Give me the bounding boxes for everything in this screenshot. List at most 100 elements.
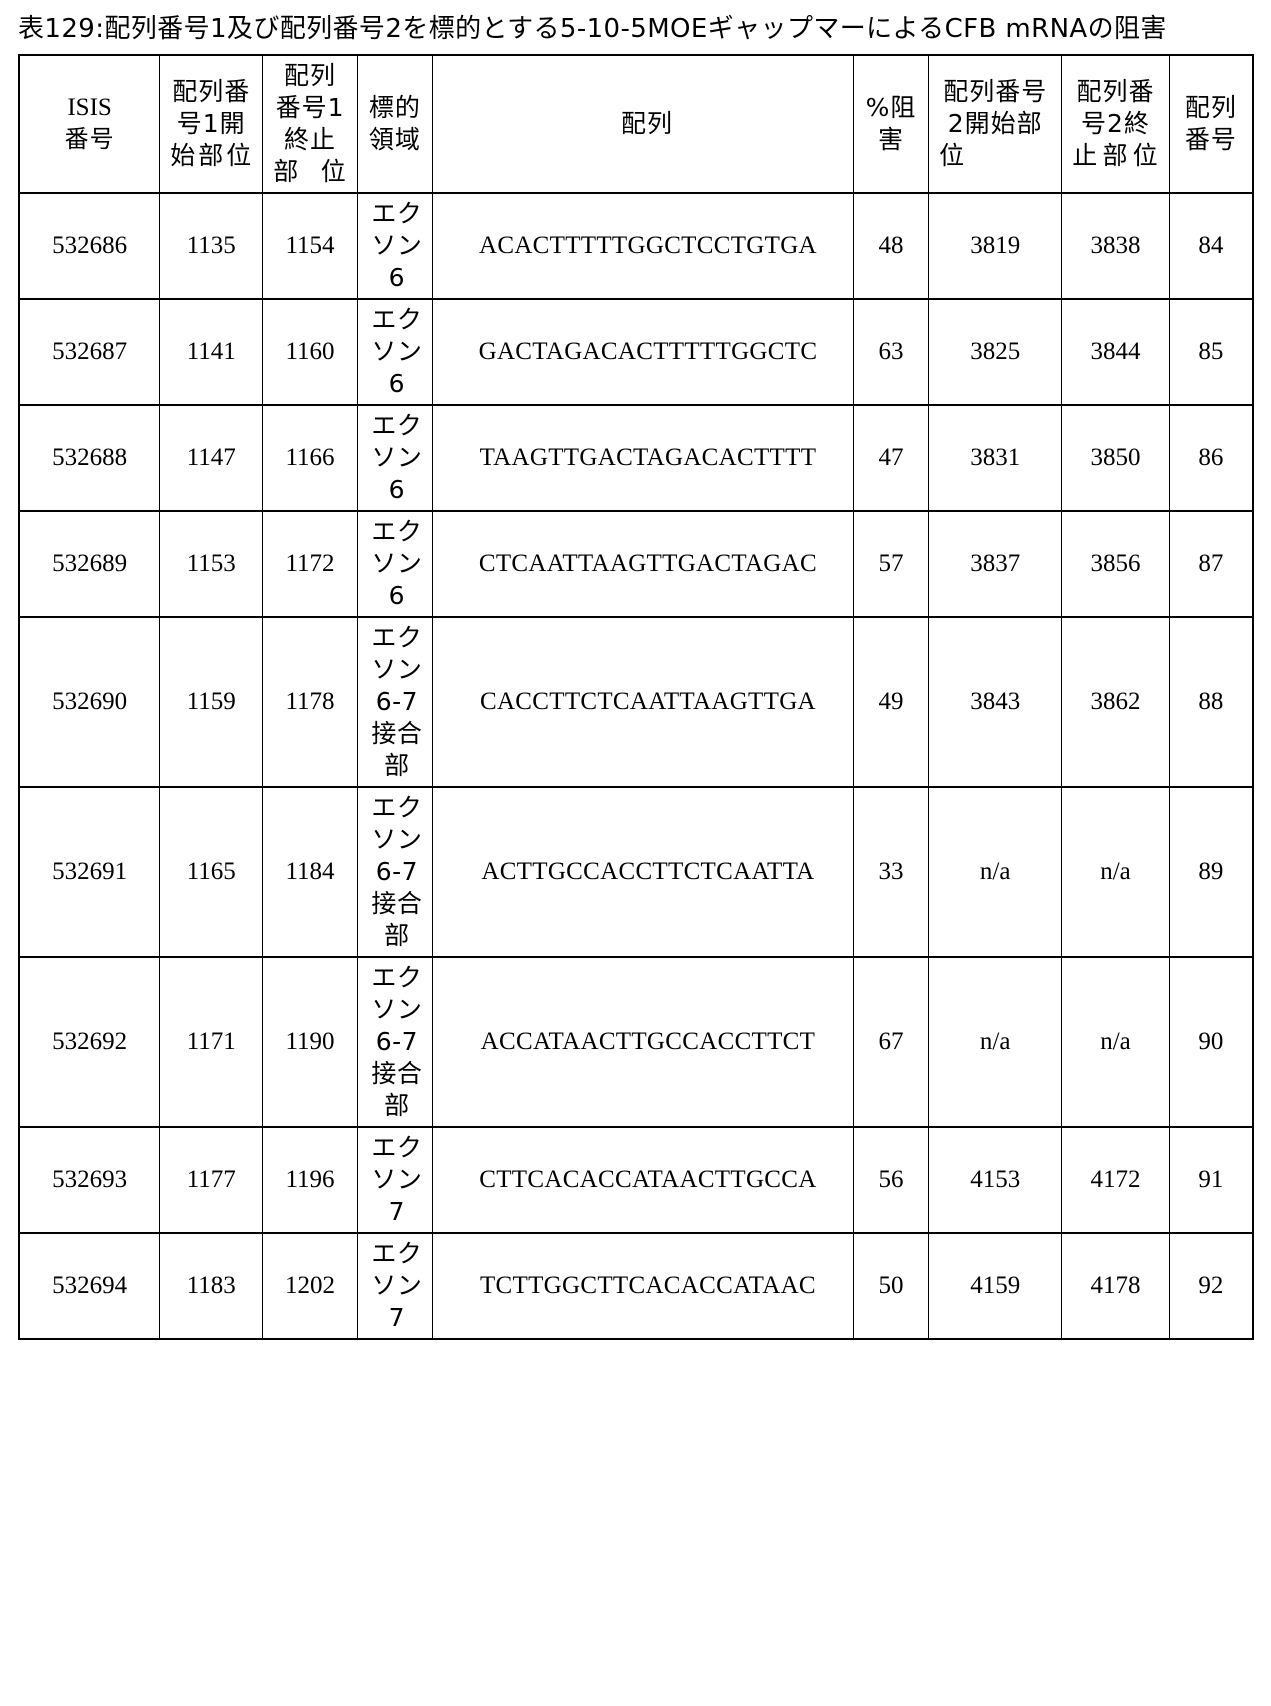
column-header-isis: ISIS 番号	[19, 55, 160, 193]
cell-seq-id-no: 84	[1169, 193, 1253, 299]
cell-target-region: エクソン6	[357, 405, 432, 511]
column-header-percent-inhibition: %阻害	[853, 55, 928, 193]
cell-seq-id-no: 92	[1169, 1233, 1253, 1339]
cell-isis: 532689	[19, 511, 160, 617]
cell-sequence: CTCAATTAAGTTGACTAGAC	[432, 511, 853, 617]
column-header-isis-line1: ISIS	[67, 94, 111, 121]
cell-seq2-end: 3850	[1062, 405, 1169, 511]
cell-seq1-end: 1160	[263, 299, 358, 405]
cell-isis: 532691	[19, 787, 160, 957]
cell-sequence: ACCATAACTTGCCACCTTCT	[432, 957, 853, 1127]
cell-seq2-end: 3838	[1062, 193, 1169, 299]
cell-seq2-end: n/a	[1062, 957, 1169, 1127]
cell-seq1-start: 1135	[160, 193, 263, 299]
cell-target-region: エクソン6	[357, 299, 432, 405]
column-header-target-region: 標的領域	[357, 55, 432, 193]
table-caption: 表129:配列番号1及び配列番号2を標的とする5-10-5MOEギャップマーによ…	[18, 12, 1253, 46]
cell-target-region: エクソン6-7接合部	[357, 617, 432, 787]
column-header-seq-id-no: 配列番号	[1169, 55, 1253, 193]
cell-sequence: CACCTTCTCAATTAAGTTGA	[432, 617, 853, 787]
cell-percent-inhibition: 57	[853, 511, 928, 617]
cell-seq2-start: n/a	[929, 957, 1062, 1127]
cell-seq1-start: 1177	[160, 1127, 263, 1233]
cell-seq1-end: 1154	[263, 193, 358, 299]
cell-seq2-start: 3825	[929, 299, 1062, 405]
cell-seq2-end: 3862	[1062, 617, 1169, 787]
cell-seq1-end: 1172	[263, 511, 358, 617]
table-row: 532689 1153 1172 エクソン6 CTCAATTAAGTTGACTA…	[19, 511, 1253, 617]
cell-isis: 532687	[19, 299, 160, 405]
cell-seq-id-no: 85	[1169, 299, 1253, 405]
cell-seq2-start: 3837	[929, 511, 1062, 617]
cell-percent-inhibition: 33	[853, 787, 928, 957]
table-header-row: ISIS 番号 配列番号1開始部位 配列番号1終止部位 標的領域 配列 %阻害 …	[19, 55, 1253, 193]
cell-seq2-end: 4178	[1062, 1233, 1169, 1339]
cell-target-region: エクソン6	[357, 511, 432, 617]
cell-seq2-start: 3831	[929, 405, 1062, 511]
cell-seq1-end: 1202	[263, 1233, 358, 1339]
cell-sequence: ACACTTTTTGGCTCCTGTGA	[432, 193, 853, 299]
cell-seq-id-no: 89	[1169, 787, 1253, 957]
cell-seq-id-no: 90	[1169, 957, 1253, 1127]
cell-seq2-end: n/a	[1062, 787, 1169, 957]
cell-seq2-start: 4159	[929, 1233, 1062, 1339]
sequence-inhibition-table: ISIS 番号 配列番号1開始部位 配列番号1終止部位 標的領域 配列 %阻害 …	[18, 54, 1254, 1340]
cell-seq1-end: 1184	[263, 787, 358, 957]
table-row: 532686 1135 1154 エクソン6 ACACTTTTTGGCTCCTG…	[19, 193, 1253, 299]
cell-seq-id-no: 91	[1169, 1127, 1253, 1233]
cell-isis: 532690	[19, 617, 160, 787]
column-header-seq2-end: 配列番号2終止部位	[1062, 55, 1169, 193]
cell-target-region: エクソン6	[357, 193, 432, 299]
cell-sequence: GACTAGACACTTTTTGGCTC	[432, 299, 853, 405]
cell-percent-inhibition: 48	[853, 193, 928, 299]
column-header-sequence: 配列	[432, 55, 853, 193]
cell-sequence: TAAGTTGACTAGACACTTTT	[432, 405, 853, 511]
cell-seq2-start: n/a	[929, 787, 1062, 957]
cell-seq2-end: 3844	[1062, 299, 1169, 405]
cell-target-region: エクソン6-7接合部	[357, 787, 432, 957]
cell-seq1-end: 1196	[263, 1127, 358, 1233]
cell-percent-inhibition: 47	[853, 405, 928, 511]
table-row: 532694 1183 1202 エクソン7 TCTTGGCTTCACACCAT…	[19, 1233, 1253, 1339]
cell-isis: 532694	[19, 1233, 160, 1339]
column-header-isis-line2: 番号	[65, 125, 115, 153]
cell-percent-inhibition: 56	[853, 1127, 928, 1233]
cell-seq1-start: 1165	[160, 787, 263, 957]
cell-isis: 532692	[19, 957, 160, 1127]
cell-seq1-start: 1147	[160, 405, 263, 511]
cell-sequence: CTTCACACCATAACTTGCCA	[432, 1127, 853, 1233]
cell-seq2-start: 4153	[929, 1127, 1062, 1233]
cell-seq2-start: 3843	[929, 617, 1062, 787]
cell-seq1-start: 1159	[160, 617, 263, 787]
cell-seq2-end: 4172	[1062, 1127, 1169, 1233]
cell-seq1-end: 1166	[263, 405, 358, 511]
table-row: 532692 1171 1190 エクソン6-7接合部 ACCATAACTTGC…	[19, 957, 1253, 1127]
cell-percent-inhibition: 63	[853, 299, 928, 405]
cell-percent-inhibition: 67	[853, 957, 928, 1127]
cell-percent-inhibition: 50	[853, 1233, 928, 1339]
cell-seq1-start: 1153	[160, 511, 263, 617]
patent-page: 表129:配列番号1及び配列番号2を標的とする5-10-5MOEギャップマーによ…	[0, 0, 1271, 1706]
cell-seq1-start: 1171	[160, 957, 263, 1127]
cell-seq1-end: 1190	[263, 957, 358, 1127]
cell-isis: 532688	[19, 405, 160, 511]
table-body: 532686 1135 1154 エクソン6 ACACTTTTTGGCTCCTG…	[19, 193, 1253, 1339]
cell-seq2-end: 3856	[1062, 511, 1169, 617]
cell-sequence: ACTTGCCACCTTCTCAATTA	[432, 787, 853, 957]
cell-seq1-start: 1141	[160, 299, 263, 405]
table-row: 532691 1165 1184 エクソン6-7接合部 ACTTGCCACCTT…	[19, 787, 1253, 957]
cell-isis: 532693	[19, 1127, 160, 1233]
cell-seq-id-no: 88	[1169, 617, 1253, 787]
table-row: 532687 1141 1160 エクソン6 GACTAGACACTTTTTGG…	[19, 299, 1253, 405]
cell-seq-id-no: 86	[1169, 405, 1253, 511]
cell-sequence: TCTTGGCTTCACACCATAAC	[432, 1233, 853, 1339]
cell-percent-inhibition: 49	[853, 617, 928, 787]
table-row: 532690 1159 1178 エクソン6-7接合部 CACCTTCTCAAT…	[19, 617, 1253, 787]
column-header-seq2-start: 配列番号2開始部位	[929, 55, 1062, 193]
cell-seq1-start: 1183	[160, 1233, 263, 1339]
cell-target-region: エクソン6-7接合部	[357, 957, 432, 1127]
column-header-seq1-start: 配列番号1開始部位	[160, 55, 263, 193]
table-row: 532693 1177 1196 エクソン7 CTTCACACCATAACTTG…	[19, 1127, 1253, 1233]
cell-target-region: エクソン7	[357, 1127, 432, 1233]
cell-seq-id-no: 87	[1169, 511, 1253, 617]
